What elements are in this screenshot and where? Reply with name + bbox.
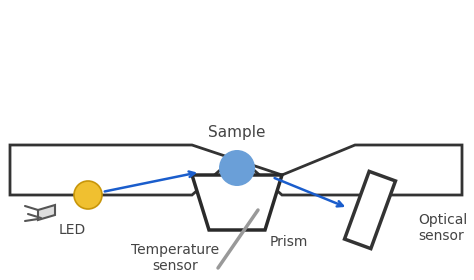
Circle shape xyxy=(74,181,102,209)
Text: Prism: Prism xyxy=(270,235,309,249)
Polygon shape xyxy=(38,205,55,220)
Text: Sample: Sample xyxy=(208,125,266,139)
Circle shape xyxy=(219,150,255,186)
Polygon shape xyxy=(345,171,395,249)
Text: Optical
sensor: Optical sensor xyxy=(418,213,467,243)
Text: LED: LED xyxy=(58,223,86,237)
Text: Temperature
sensor: Temperature sensor xyxy=(131,243,219,273)
Polygon shape xyxy=(192,175,282,230)
Polygon shape xyxy=(10,145,462,195)
